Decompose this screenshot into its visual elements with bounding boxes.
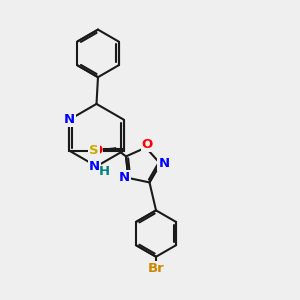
Text: S: S	[89, 144, 99, 157]
Text: N: N	[158, 157, 169, 170]
Text: N: N	[64, 113, 75, 126]
Text: Br: Br	[148, 262, 164, 275]
Text: O: O	[91, 144, 102, 157]
Text: O: O	[142, 138, 153, 151]
Text: H: H	[98, 165, 110, 178]
Text: N: N	[89, 160, 100, 173]
Text: N: N	[119, 171, 130, 184]
